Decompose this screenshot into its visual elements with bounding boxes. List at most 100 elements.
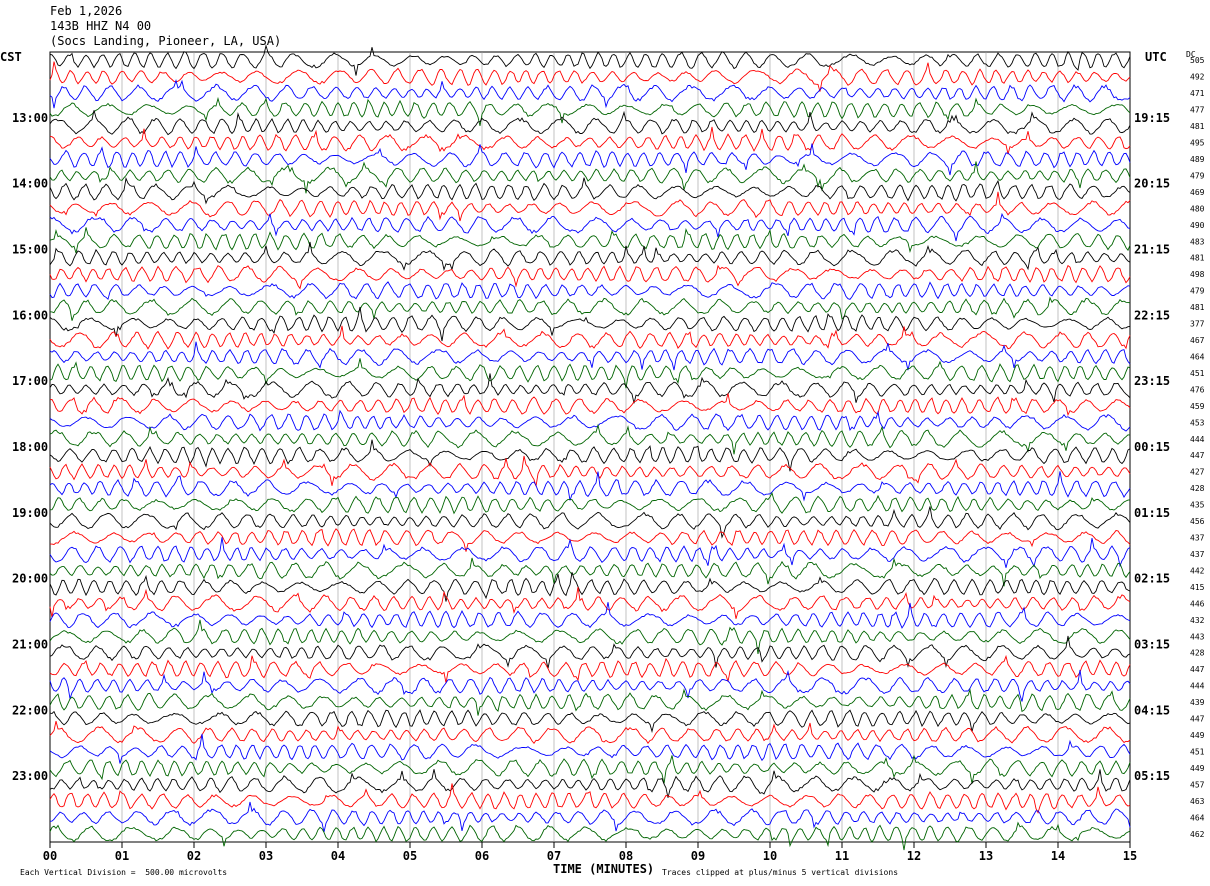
location-label: (Socs Landing, Pioneer, LA, USA): [50, 34, 282, 48]
right-hour-label: 03:15: [1134, 638, 1170, 652]
dc-offset-label: 471: [1190, 89, 1205, 98]
left-hour-label: 13:00: [12, 111, 48, 125]
trace-line: [49, 325, 1131, 350]
x-tick-label: 14: [1051, 849, 1065, 863]
x-tick-label: 11: [835, 849, 849, 863]
dc-offset-label: 464: [1190, 352, 1205, 361]
dc-offset-label: 447: [1190, 715, 1205, 724]
trace-line: [49, 341, 1131, 371]
trace-line: [49, 44, 1131, 76]
dc-offset-label: 437: [1190, 534, 1205, 543]
left-hour-label: 21:00: [12, 638, 48, 652]
footer-clip-note: Traces clipped at plus/minus 5 vertical …: [662, 868, 899, 877]
trace-line: [49, 212, 1131, 242]
trace-line: [49, 143, 1131, 176]
trace-line: [49, 161, 1131, 194]
x-tick-label: 06: [475, 849, 489, 863]
trace-line: [49, 769, 1131, 798]
trace-line: [49, 635, 1131, 669]
trace-line: [49, 126, 1131, 155]
x-tick-label: 08: [619, 849, 633, 863]
trace-line: [49, 439, 1131, 472]
x-tick-label: 01: [115, 849, 129, 863]
right-hour-label: 22:15: [1134, 308, 1170, 322]
dc-offset-label: 483: [1190, 237, 1205, 246]
x-tick-label: 07: [547, 849, 561, 863]
dc-offset-label: 443: [1190, 632, 1205, 641]
dc-offset-label: 456: [1190, 517, 1205, 526]
left-hour-label: 17:00: [12, 374, 48, 388]
left-hour-label: 14:00: [12, 177, 48, 191]
x-tick-label: 04: [331, 849, 345, 863]
dc-offset-label: 377: [1190, 320, 1205, 329]
right-hour-label: 23:15: [1134, 374, 1170, 388]
trace-line: [49, 491, 1131, 515]
dc-offset-label: 435: [1190, 501, 1205, 510]
dc-offset-label: 447: [1190, 451, 1205, 460]
dc-offset-label: 462: [1190, 830, 1205, 839]
trace-line: [49, 227, 1131, 254]
trace-line: [49, 720, 1131, 745]
dc-offset-label: 479: [1190, 171, 1205, 180]
trace-line: [49, 619, 1131, 654]
trace-line: [49, 602, 1131, 629]
trace-line: [49, 281, 1131, 301]
dc-offset-label: 453: [1190, 418, 1205, 427]
dc-offset-label: 415: [1190, 583, 1205, 592]
trace-line: [49, 61, 1131, 92]
x-tick-label: 15: [1123, 849, 1137, 863]
dc-offset-label: 451: [1190, 747, 1205, 756]
dc-offset-label: 449: [1190, 731, 1205, 740]
dc-offset-label: 477: [1190, 106, 1205, 115]
station-label: 143B HHZ N4 00: [50, 19, 152, 33]
dc-offset-label: 439: [1190, 698, 1205, 707]
dc-offset-label: 463: [1190, 797, 1205, 806]
trace-line: [50, 528, 1131, 552]
dc-offset-label: 437: [1190, 550, 1205, 559]
dc-offset-label: 457: [1190, 780, 1205, 789]
dc-offset-label: 479: [1190, 287, 1205, 296]
x-tick-label: 09: [691, 849, 705, 863]
trace-line: [49, 557, 1131, 587]
date-label: Feb 1,2026: [50, 4, 123, 18]
right-hour-label: 01:15: [1134, 506, 1170, 520]
dc-offset-label: 492: [1190, 73, 1205, 82]
left-timezone-label: CST: [0, 50, 22, 64]
dc-offset-label: 498: [1190, 270, 1205, 279]
trace-line: [49, 373, 1131, 404]
trace-line: [49, 241, 1131, 272]
dc-offset-label: 469: [1190, 188, 1205, 197]
dc-offset-label: 480: [1190, 204, 1205, 213]
x-tick-label: 03: [259, 849, 273, 863]
right-hour-label: 20:15: [1134, 177, 1170, 191]
trace-line: [49, 754, 1131, 784]
trace-line: [49, 783, 1131, 814]
left-hour-label: 18:00: [12, 440, 48, 454]
dc-offset-label: 481: [1190, 254, 1205, 263]
plot-frame: [49, 51, 1131, 843]
left-hour-label: 23:00: [12, 769, 48, 783]
trace-line: [49, 306, 1131, 342]
right-hour-label: 19:15: [1134, 111, 1170, 125]
dc-offset-label: 444: [1190, 435, 1205, 444]
left-hour-label: 16:00: [12, 308, 48, 322]
x-tick-label: 00: [43, 849, 57, 863]
dc-offset-label: 444: [1190, 682, 1205, 691]
dc-offset-label: 505: [1190, 56, 1205, 65]
x-tick-label: 10: [763, 849, 777, 863]
trace-line: [49, 506, 1131, 539]
trace-line: [49, 409, 1131, 432]
trace-line: [49, 393, 1131, 417]
trace-line: [49, 296, 1131, 321]
x-axis-title: TIME (MINUTES): [553, 862, 655, 876]
left-hour-label: 19:00: [12, 506, 48, 520]
dc-offset-label: 442: [1190, 566, 1205, 575]
trace-line: [49, 801, 1131, 833]
dc-header: DC: [1186, 50, 1196, 59]
trace-line: [49, 96, 1131, 126]
dc-offset-label: 481: [1190, 303, 1205, 312]
trace-line: [49, 191, 1131, 222]
dc-offset-label: 428: [1190, 484, 1205, 493]
trace-line: [49, 79, 1131, 109]
right-hour-label: 02:15: [1134, 572, 1170, 586]
